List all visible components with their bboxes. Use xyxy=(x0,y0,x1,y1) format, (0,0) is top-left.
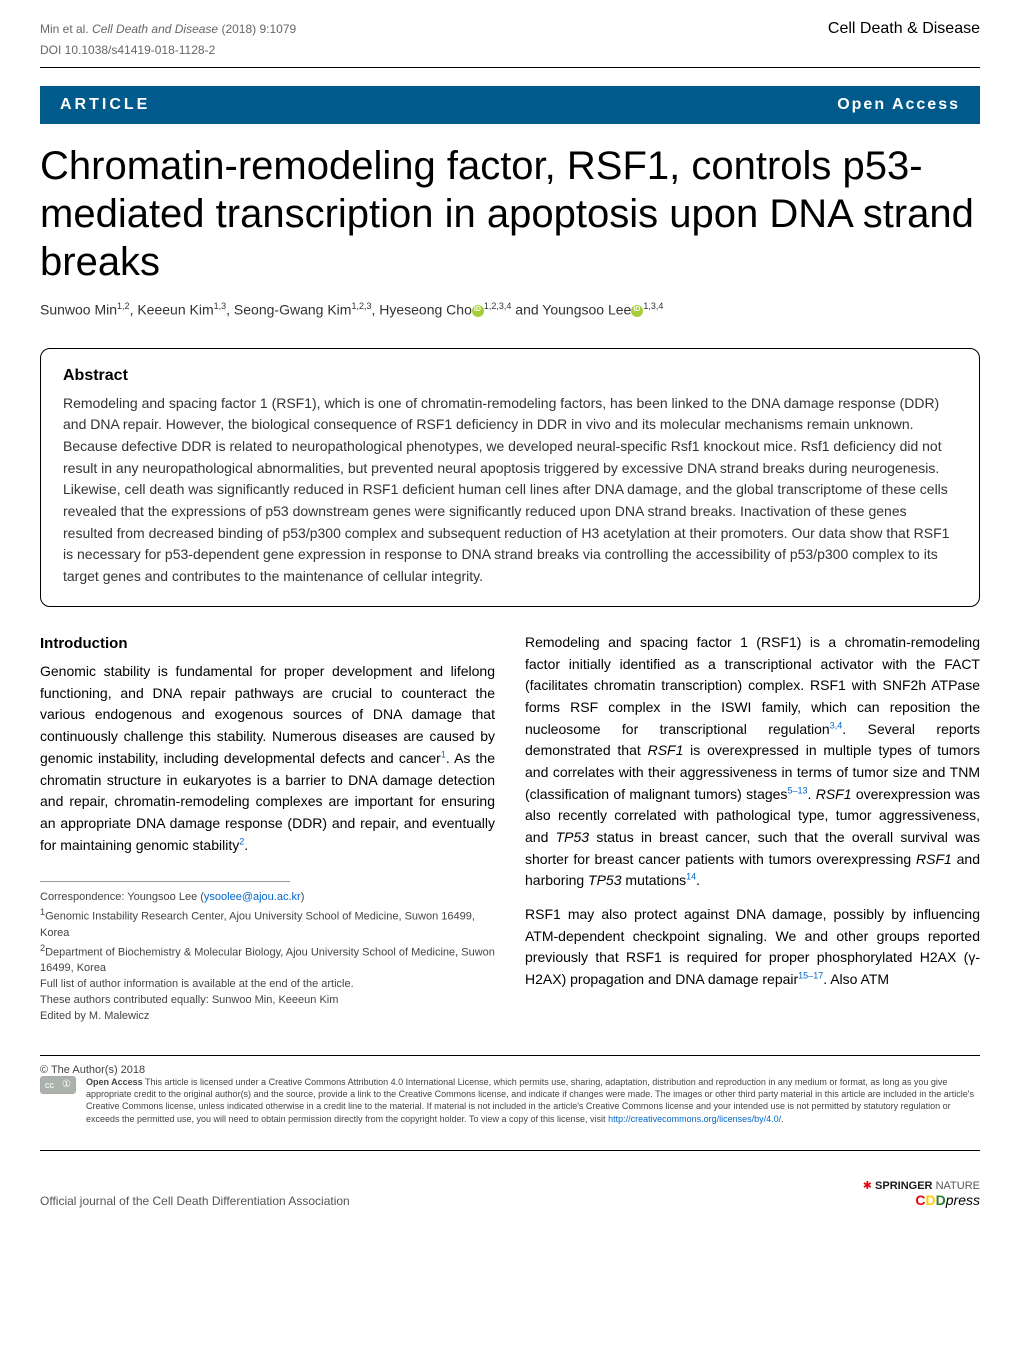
column-right: Remodeling and spacing factor 1 (RSF1) i… xyxy=(525,632,980,1025)
article-title: Chromatin-remodeling factor, RSF1, contr… xyxy=(0,124,1020,296)
author-name: Hyeseong Cho xyxy=(379,302,472,318)
springer-nature-logo: ✱ SPRINGER NATURE xyxy=(863,1179,980,1192)
journal-name: Cell Death and Disease xyxy=(92,22,218,36)
page-footer: Official journal of the Cell Death Diffe… xyxy=(0,1159,1020,1233)
intro-heading: Introduction xyxy=(40,632,495,655)
author-name: Seong-Gwang Kim xyxy=(234,302,352,318)
author-aff: 1,3,4 xyxy=(643,301,663,311)
abstract-box: Abstract Remodeling and spacing factor 1… xyxy=(40,348,980,607)
column-left: Introduction Genomic stability is fundam… xyxy=(40,632,495,1025)
equal-contribution: These authors contributed equally: Sunwo… xyxy=(40,993,495,1009)
header-rule xyxy=(40,67,980,68)
citation: Min et al. Cell Death and Disease (2018)… xyxy=(40,22,296,36)
author-aff: 1,2,3,4 xyxy=(484,301,512,311)
author-aff: 1,3 xyxy=(214,301,227,311)
doi: DOI 10.1038/s41419-018-1128-2 xyxy=(0,43,1020,67)
license-link[interactable]: http://creativecommons.org/licenses/by/4… xyxy=(608,1114,781,1124)
author-name: Keeeun Kim xyxy=(137,302,213,318)
citation-prefix: Min et al. xyxy=(40,22,92,36)
ref-link[interactable]: 5–13 xyxy=(787,785,807,795)
full-author-info: Full list of author information is avail… xyxy=(40,977,495,993)
author-and: and xyxy=(515,302,542,318)
intro-paragraph: Genomic stability is fundamental for pro… xyxy=(40,661,495,856)
correspondence: Correspondence: Youngsoo Lee (ysoolee@aj… xyxy=(40,890,495,906)
correspondence-email[interactable]: ysoolee@ajou.ac.kr xyxy=(204,891,301,903)
affiliation-2: 2Department of Biochemistry & Molecular … xyxy=(40,942,495,978)
footnotes: Correspondence: Youngsoo Lee (ysoolee@aj… xyxy=(40,890,495,1025)
open-access-label: Open Access xyxy=(837,96,960,114)
running-header: Min et al. Cell Death and Disease (2018)… xyxy=(0,0,1020,43)
body-paragraph: RSF1 may also protect against DNA damage… xyxy=(525,904,980,991)
article-type-label: ARTICLE xyxy=(60,96,150,114)
author-list: Sunwoo Min1,2, Keeeun Kim1,3, Seong-Gwan… xyxy=(0,296,1020,338)
author-name: Youngsoo Lee xyxy=(542,302,631,318)
footer-journal-note: Official journal of the Cell Death Diffe… xyxy=(40,1194,350,1208)
ref-link[interactable]: 14 xyxy=(686,872,696,882)
citation-suffix: (2018) 9:1079 xyxy=(218,22,296,36)
author-aff: 1,2 xyxy=(117,301,130,311)
footnote-rule xyxy=(40,881,290,882)
body-two-column: Introduction Genomic stability is fundam… xyxy=(0,632,1020,1045)
journal-title-right: Cell Death & Disease xyxy=(828,20,980,38)
ref-link[interactable]: 3,4 xyxy=(830,720,843,730)
license-rule-bottom xyxy=(40,1150,980,1151)
copyright-line: © The Author(s) 2018 xyxy=(0,1064,1020,1076)
author-name: Sunwoo Min xyxy=(40,302,117,318)
cc-by-badge: cc ① xyxy=(40,1076,76,1094)
cc-icon: cc xyxy=(41,1077,58,1093)
orcid-icon[interactable] xyxy=(472,305,484,317)
license-text: Open Access This article is licensed und… xyxy=(86,1076,980,1125)
article-type-bar: ARTICLE Open Access xyxy=(40,86,980,124)
license-rule-top xyxy=(40,1055,980,1056)
license-row: cc ① Open Access This article is license… xyxy=(0,1076,1020,1140)
author-aff: 1,2,3 xyxy=(351,301,371,311)
abstract-text: Remodeling and spacing factor 1 (RSF1), … xyxy=(63,393,957,588)
edited-by: Edited by M. Malewicz xyxy=(40,1009,495,1025)
body-paragraph: Remodeling and spacing factor 1 (RSF1) i… xyxy=(525,632,980,892)
affiliation-1: 1Genomic Instability Research Center, Aj… xyxy=(40,906,495,942)
open-access-bold: Open Access xyxy=(86,1077,143,1087)
by-icon: ① xyxy=(58,1077,75,1093)
orcid-icon[interactable] xyxy=(631,305,643,317)
abstract-heading: Abstract xyxy=(63,367,957,385)
ref-link[interactable]: 15–17 xyxy=(798,971,823,981)
footer-logos: ✱ SPRINGER NATURE CDDpress xyxy=(863,1179,980,1208)
cddpress-logo: CDDpress xyxy=(863,1192,980,1208)
